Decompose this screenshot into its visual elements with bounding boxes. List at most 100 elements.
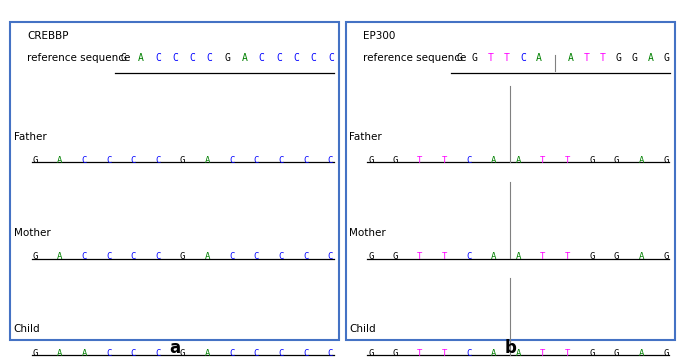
Text: C: C <box>253 349 259 358</box>
Text: A: A <box>536 53 542 63</box>
Text: C: C <box>259 53 264 63</box>
Text: C: C <box>106 349 112 358</box>
Text: G: G <box>632 53 638 63</box>
Text: G: G <box>32 156 38 165</box>
Text: C: C <box>303 252 308 261</box>
Text: reference sequence: reference sequence <box>27 53 131 63</box>
Text: G: G <box>663 349 669 358</box>
Text: A: A <box>516 349 521 358</box>
Text: C: C <box>190 53 195 63</box>
Text: G: G <box>368 252 373 261</box>
Text: C: C <box>82 156 87 165</box>
Text: C: C <box>131 156 136 165</box>
Text: G: G <box>121 53 126 63</box>
Text: G: G <box>472 53 478 63</box>
Text: G: G <box>456 53 462 63</box>
Text: T: T <box>417 349 423 358</box>
Text: T: T <box>599 53 606 63</box>
FancyBboxPatch shape <box>346 22 675 340</box>
Text: A: A <box>205 156 210 165</box>
Text: T: T <box>540 252 545 261</box>
Text: G: G <box>663 252 669 261</box>
Text: C: C <box>253 156 259 165</box>
Text: T: T <box>417 156 423 165</box>
Text: C: C <box>253 252 259 261</box>
Text: G: G <box>393 252 398 261</box>
Text: A: A <box>491 349 497 358</box>
Text: G: G <box>368 156 373 165</box>
Text: G: G <box>180 156 186 165</box>
Text: A: A <box>516 156 521 165</box>
Text: C: C <box>106 156 112 165</box>
Text: C: C <box>155 252 161 261</box>
Text: A: A <box>57 349 62 358</box>
Text: A: A <box>568 53 573 63</box>
Text: G: G <box>180 252 186 261</box>
Text: EP300: EP300 <box>363 31 395 41</box>
Text: C: C <box>466 349 472 358</box>
Text: b: b <box>504 339 516 357</box>
Text: A: A <box>516 252 521 261</box>
Text: C: C <box>207 53 213 63</box>
Text: G: G <box>393 349 398 358</box>
Text: C: C <box>229 252 234 261</box>
Text: G: G <box>616 53 621 63</box>
Text: G: G <box>224 53 230 63</box>
Text: C: C <box>466 156 472 165</box>
Text: T: T <box>442 252 447 261</box>
Text: G: G <box>663 156 669 165</box>
Text: a: a <box>169 339 180 357</box>
Text: A: A <box>205 349 210 358</box>
Text: T: T <box>564 252 570 261</box>
Text: G: G <box>614 156 619 165</box>
Text: C: C <box>466 252 472 261</box>
Text: C: C <box>520 53 526 63</box>
Text: T: T <box>564 349 570 358</box>
Text: C: C <box>327 156 333 165</box>
Text: A: A <box>241 53 247 63</box>
Text: G: G <box>589 349 595 358</box>
Text: G: G <box>589 156 595 165</box>
Text: C: C <box>82 252 87 261</box>
Text: G: G <box>664 53 669 63</box>
Text: G: G <box>614 349 619 358</box>
Text: G: G <box>32 349 38 358</box>
Text: G: G <box>180 349 186 358</box>
Text: C: C <box>155 53 161 63</box>
Text: Father: Father <box>14 131 47 142</box>
Text: T: T <box>442 349 447 358</box>
Text: A: A <box>82 349 87 358</box>
Text: Father: Father <box>349 131 382 142</box>
Text: A: A <box>638 349 644 358</box>
Text: Mother: Mother <box>14 228 51 238</box>
Text: C: C <box>278 156 284 165</box>
Text: G: G <box>393 156 398 165</box>
Text: C: C <box>278 252 284 261</box>
Text: CREBBP: CREBBP <box>27 31 69 41</box>
Text: G: G <box>614 252 619 261</box>
Text: Mother: Mother <box>349 228 386 238</box>
FancyBboxPatch shape <box>10 22 339 340</box>
Text: C: C <box>131 252 136 261</box>
Text: T: T <box>540 156 545 165</box>
Text: A: A <box>205 252 210 261</box>
Text: C: C <box>327 252 333 261</box>
Text: T: T <box>488 53 494 63</box>
Text: T: T <box>504 53 510 63</box>
Text: C: C <box>106 252 112 261</box>
Text: T: T <box>417 252 423 261</box>
Text: C: C <box>293 53 299 63</box>
Text: A: A <box>491 252 497 261</box>
Text: C: C <box>229 349 234 358</box>
Text: A: A <box>638 156 644 165</box>
Text: A: A <box>57 156 62 165</box>
Text: G: G <box>368 349 373 358</box>
Text: A: A <box>638 252 644 261</box>
Text: C: C <box>131 349 136 358</box>
Text: reference sequence: reference sequence <box>363 53 466 63</box>
Text: C: C <box>328 53 334 63</box>
Text: C: C <box>327 349 333 358</box>
Text: Child: Child <box>14 324 40 335</box>
Text: C: C <box>155 156 161 165</box>
Text: C: C <box>172 53 178 63</box>
